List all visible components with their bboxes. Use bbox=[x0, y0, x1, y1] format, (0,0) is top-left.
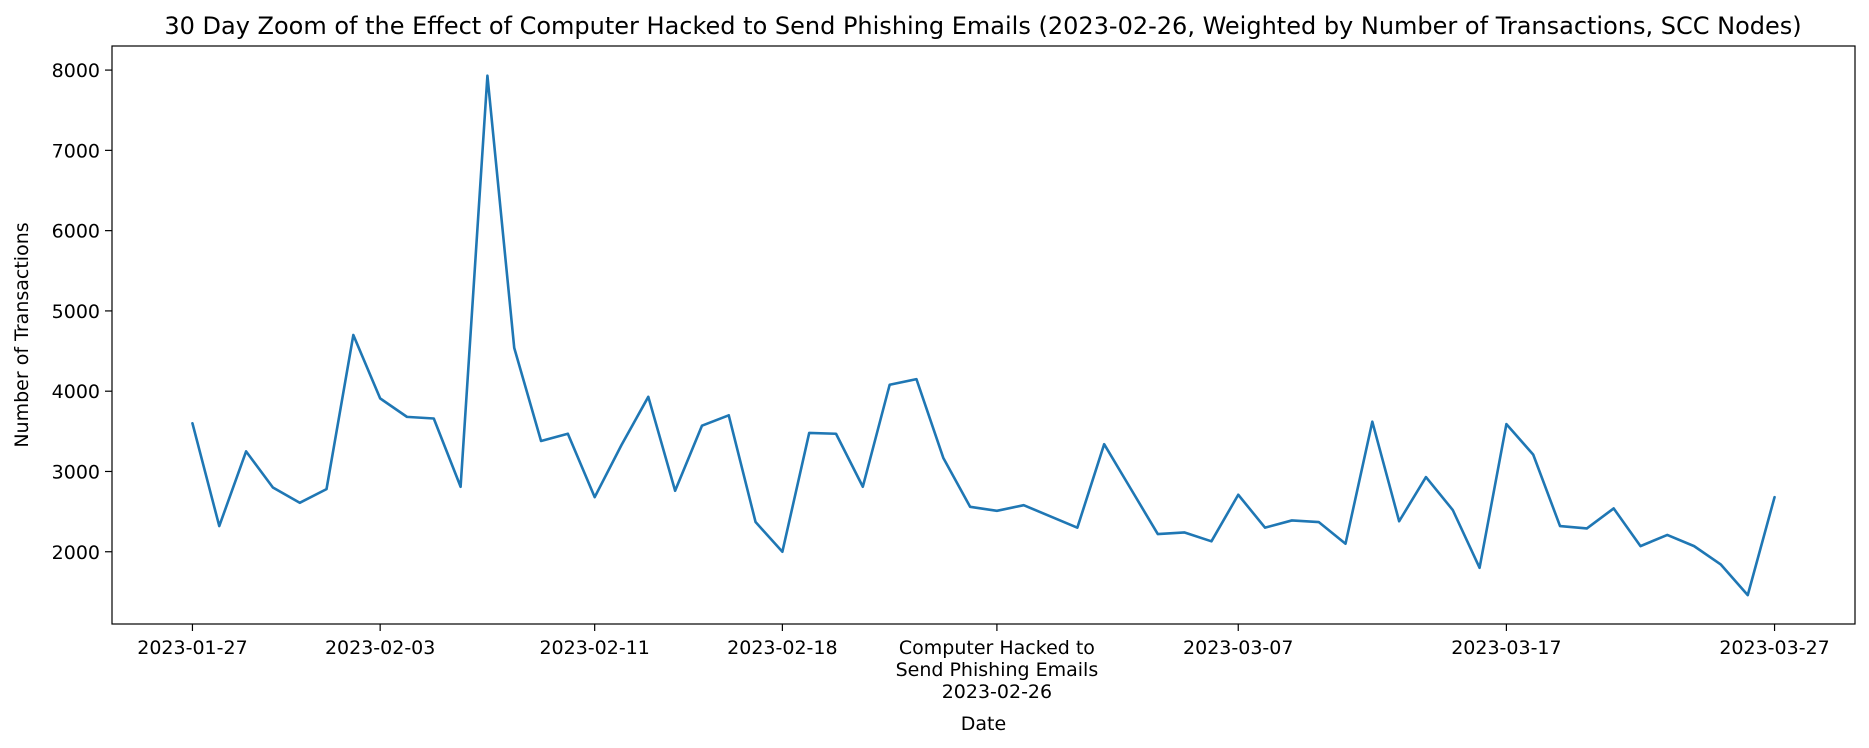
data-point bbox=[967, 504, 973, 510]
data-point bbox=[431, 415, 437, 421]
data-point bbox=[1503, 421, 1509, 427]
data-point bbox=[860, 484, 866, 490]
data-point bbox=[1101, 441, 1107, 447]
data-point bbox=[1074, 525, 1080, 531]
data-point bbox=[538, 438, 544, 444]
y-tick-label: 3000 bbox=[52, 461, 100, 483]
x-axis-label: Date bbox=[961, 713, 1006, 735]
series-line-0 bbox=[191, 74, 1776, 597]
data-point bbox=[1423, 474, 1429, 480]
data-point bbox=[1691, 543, 1697, 549]
data-point bbox=[940, 455, 946, 461]
data-point bbox=[1584, 525, 1590, 531]
data-point bbox=[297, 500, 303, 506]
x-tick-label: 2023-03-17 bbox=[1451, 637, 1561, 659]
data-point bbox=[324, 486, 330, 492]
y-tick-label: 4000 bbox=[52, 381, 100, 403]
y-tick-label: 8000 bbox=[52, 60, 100, 82]
chart-title: 30 Day Zoom of the Effect of Computer Ha… bbox=[164, 12, 1801, 40]
y-axis: 2000 3000 4000 5000 6000 7000 8000 bbox=[52, 60, 112, 564]
data-point bbox=[1155, 531, 1161, 537]
data-point bbox=[377, 395, 383, 401]
x-tick-label: 2023-02-18 bbox=[727, 637, 837, 659]
data-point bbox=[1048, 513, 1054, 519]
data-point bbox=[1718, 562, 1724, 568]
data-point bbox=[1745, 592, 1751, 598]
data-point bbox=[350, 332, 356, 338]
data-point bbox=[1021, 502, 1027, 508]
x-axis: 2023-01-27 2023-02-03 2023-02-11 2023-02-18… bbox=[137, 624, 1830, 703]
plot-frame bbox=[111, 45, 1856, 625]
data-point bbox=[1208, 538, 1214, 544]
data-point bbox=[484, 73, 490, 79]
data-point bbox=[1450, 507, 1456, 513]
data-point bbox=[270, 485, 276, 491]
data-point bbox=[1557, 523, 1563, 529]
y-tick-label: 6000 bbox=[52, 221, 100, 243]
data-point bbox=[1369, 419, 1375, 425]
data-point bbox=[1530, 452, 1536, 458]
data-point bbox=[243, 448, 249, 454]
data-point bbox=[1477, 565, 1483, 571]
data-point bbox=[1772, 494, 1778, 500]
data-point bbox=[189, 420, 195, 426]
data-point bbox=[913, 376, 919, 382]
data-point bbox=[806, 430, 812, 436]
data-point bbox=[618, 442, 624, 448]
data-point bbox=[404, 414, 410, 420]
data-point bbox=[1343, 541, 1349, 547]
x-tick-label: 2023-02-03 bbox=[325, 637, 435, 659]
y-tick-label: 7000 bbox=[52, 140, 100, 162]
data-point bbox=[672, 488, 678, 494]
x-tick-label: 2023-03-27 bbox=[1719, 637, 1829, 659]
data-point bbox=[887, 382, 893, 388]
data-point bbox=[1289, 517, 1295, 523]
data-point bbox=[592, 494, 598, 500]
data-point bbox=[1182, 529, 1188, 535]
data-point bbox=[511, 345, 517, 351]
x-tick-label: 2023-03-07 bbox=[1183, 637, 1293, 659]
data-point bbox=[779, 549, 785, 555]
y-axis-label: Number of Transactions bbox=[11, 222, 33, 447]
y-tick-label: 2000 bbox=[52, 542, 100, 564]
plot-area bbox=[189, 73, 1778, 598]
data-point bbox=[1637, 543, 1643, 549]
data-point bbox=[1664, 532, 1670, 538]
data-point bbox=[753, 519, 759, 525]
data-point bbox=[216, 523, 222, 529]
y-tick-label: 5000 bbox=[52, 301, 100, 323]
data-point bbox=[726, 412, 732, 418]
data-point bbox=[1396, 518, 1402, 524]
data-point bbox=[645, 394, 651, 400]
data-point bbox=[1316, 519, 1322, 525]
x-tick-label: Computer Hacked to Send Phishing Emails 20… bbox=[896, 637, 1099, 703]
x-tick-label: 2023-02-11 bbox=[539, 637, 649, 659]
data-point bbox=[1262, 525, 1268, 531]
data-point bbox=[458, 484, 464, 490]
x-tick-label: 2023-01-27 bbox=[137, 637, 247, 659]
data-point bbox=[565, 431, 571, 437]
data-point bbox=[1235, 492, 1241, 498]
data-point bbox=[833, 431, 839, 437]
data-point bbox=[1611, 505, 1617, 511]
data-point bbox=[1128, 486, 1134, 492]
data-point bbox=[994, 508, 1000, 514]
data-point bbox=[699, 423, 705, 429]
